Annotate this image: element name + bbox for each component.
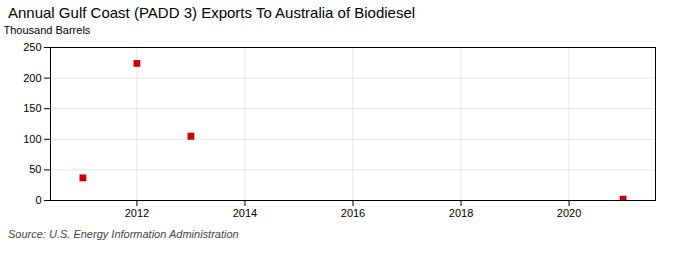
svg-text:0: 0 (35, 194, 41, 206)
svg-text:Thousand Barrels: Thousand Barrels (4, 24, 91, 36)
svg-text:100: 100 (23, 133, 41, 145)
svg-text:2020: 2020 (557, 207, 581, 219)
svg-text:50: 50 (29, 163, 41, 175)
svg-text:2016: 2016 (341, 207, 365, 219)
svg-text:200: 200 (23, 72, 41, 84)
svg-text:250: 250 (23, 41, 41, 53)
svg-text:2012: 2012 (125, 207, 149, 219)
svg-text:2014: 2014 (233, 207, 257, 219)
html-text:Annual Gulf Coast (PADD 3) Exp: Annual Gulf Coast (PADD 3) Exports To Au… (8, 4, 416, 21)
svg-text:150: 150 (23, 102, 41, 114)
svg-text:2018: 2018 (449, 207, 473, 219)
html-text:Source: U.S. Energy Informatio: Source: U.S. Energy Information Administ… (8, 228, 239, 240)
